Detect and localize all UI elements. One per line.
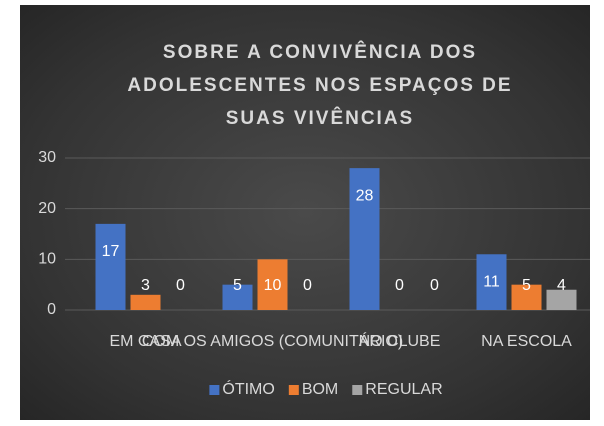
data-label: 5: [233, 277, 242, 294]
bar: [546, 289, 577, 310]
bar: [511, 284, 542, 310]
chart-background: [20, 5, 590, 420]
legend-swatch: [352, 385, 363, 395]
data-label: 5: [522, 277, 531, 294]
data-label: 3: [141, 277, 150, 294]
x-tick-label: COM OS AMIGOS (COMUNITÁRIO): [142, 331, 403, 350]
legend-label: REGULAR: [365, 381, 442, 398]
legend-swatch: [209, 385, 220, 395]
bar: [257, 259, 288, 310]
legend-label: BOM: [302, 381, 338, 398]
x-tick-label: NO CLUBE: [359, 333, 441, 350]
data-label: 4: [557, 277, 566, 294]
data-label: 17: [102, 243, 120, 260]
y-tick-label: 30: [38, 149, 56, 166]
legend-label: ÓTIMO: [222, 379, 274, 398]
data-label: 0: [395, 277, 404, 294]
y-tick-label: 0: [47, 301, 56, 318]
bar: [95, 223, 126, 310]
data-label: 28: [356, 187, 374, 204]
x-tick-label: NA ESCOLA: [481, 333, 572, 350]
data-label: 0: [430, 277, 439, 294]
data-label: 0: [176, 277, 185, 294]
y-tick-label: 20: [38, 200, 56, 217]
bar: [130, 294, 161, 310]
x-tick-label: EM CASA: [109, 333, 181, 350]
legend-swatch: [288, 385, 299, 395]
bar: [222, 284, 253, 310]
bar: [349, 168, 380, 310]
chart-title: SOBRE A CONVIVÊNCIA DOS ADOLESCENTES NOS…: [127, 42, 513, 129]
bar: [476, 254, 507, 310]
y-tick-label: 10: [38, 251, 56, 268]
data-label: 11: [483, 273, 500, 290]
data-label: 10: [264, 277, 282, 294]
data-label: 0: [303, 277, 312, 294]
